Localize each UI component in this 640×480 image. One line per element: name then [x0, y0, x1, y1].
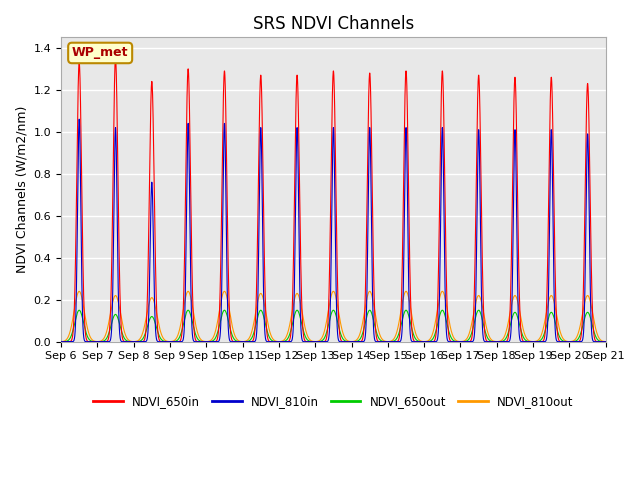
Title: SRS NDVI Channels: SRS NDVI Channels: [253, 15, 414, 33]
Y-axis label: NDVI Channels (W/m2/nm): NDVI Channels (W/m2/nm): [15, 106, 28, 273]
Legend: NDVI_650in, NDVI_810in, NDVI_650out, NDVI_810out: NDVI_650in, NDVI_810in, NDVI_650out, NDV…: [88, 390, 578, 413]
Text: WP_met: WP_met: [72, 47, 129, 60]
